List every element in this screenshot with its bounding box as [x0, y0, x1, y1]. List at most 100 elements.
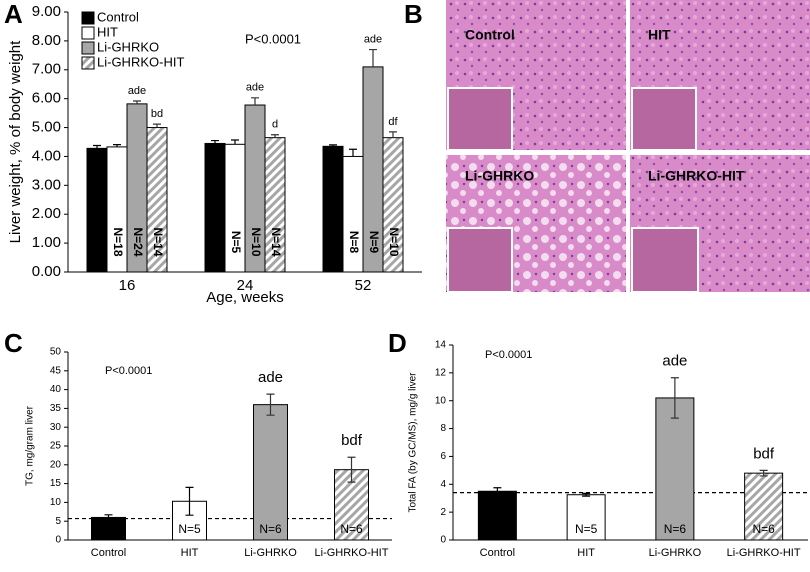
- error-bar: [211, 139, 219, 144]
- n-label: N=14: [269, 227, 283, 256]
- y-tick-label: 3.00: [32, 176, 61, 193]
- histology-label: Li-GHRKO: [465, 168, 534, 184]
- x-tick-label: Li-GHRKO: [244, 547, 297, 559]
- y-tick-label: 20: [50, 459, 62, 470]
- significance-label: d: [272, 119, 278, 131]
- n-label: N=10: [249, 227, 263, 256]
- annotation: P<0.0001: [105, 365, 152, 377]
- y-tick-label: 2.00: [32, 205, 61, 222]
- legend-swatch: [81, 41, 95, 55]
- x-tick-label: Control: [480, 547, 515, 559]
- y-tick-label: 10: [435, 395, 447, 406]
- y-tick-label: 5.00: [32, 119, 61, 136]
- n-label: N=24: [131, 227, 145, 256]
- error-bar: [759, 469, 768, 477]
- bar: [566, 494, 606, 541]
- n-label: N=6: [340, 522, 363, 536]
- error-bar: [389, 131, 397, 138]
- significance-label: df: [388, 116, 398, 128]
- y-tick-label: 10: [50, 497, 62, 508]
- y-tick-label: 5: [55, 516, 61, 527]
- inset: [447, 87, 513, 151]
- n-label: N=14: [151, 227, 165, 256]
- significance-label: ade: [128, 85, 146, 97]
- error-bar: [271, 134, 279, 138]
- bar: [342, 155, 364, 273]
- significance-label: bdf: [753, 445, 775, 462]
- error-bar: [369, 48, 377, 67]
- x-tick-label: 16: [119, 277, 136, 294]
- error-bar: [266, 393, 275, 416]
- legend-label: HIT: [97, 24, 118, 39]
- y-tick-label: 35: [50, 403, 62, 414]
- y-tick-label: 0: [55, 535, 61, 546]
- error-bar: [133, 100, 141, 104]
- n-label: N=7: [209, 231, 223, 254]
- legend-swatch: [81, 11, 95, 25]
- n-label: N=10: [387, 227, 401, 256]
- n-label: N=5: [486, 522, 509, 536]
- n-label: N=26: [91, 227, 105, 256]
- y-tick-label: 1.00: [32, 234, 61, 251]
- inset: [447, 227, 513, 293]
- bar: [655, 397, 695, 541]
- error-bar: [349, 148, 357, 157]
- histology-label: HIT: [648, 27, 671, 43]
- error-bar: [251, 97, 259, 106]
- n-label: N=5: [229, 231, 243, 254]
- panel-label: A: [4, 0, 23, 29]
- significance-label: ade: [258, 369, 283, 386]
- y-tick-label: 8: [440, 423, 446, 434]
- panel-label: C: [4, 328, 23, 358]
- x-axis-label: Age, weeks: [206, 289, 284, 306]
- bar: [253, 404, 288, 541]
- y-tick-label: 7.00: [32, 61, 61, 78]
- n-label: N=6: [752, 522, 775, 536]
- histology-label: Li-GHRKO-HIT: [648, 168, 745, 184]
- n-label: N=4: [97, 522, 120, 536]
- n-label: N=6: [664, 522, 687, 536]
- x-tick-label: HIT: [181, 547, 199, 559]
- inset: [631, 227, 699, 293]
- panel-label: D: [388, 328, 407, 358]
- significance-label: ade: [364, 33, 382, 45]
- significance-label: bd: [151, 108, 163, 120]
- y-tick-label: 40: [50, 384, 62, 395]
- error-bar: [153, 123, 161, 128]
- error-bar: [582, 492, 591, 497]
- error-bar: [113, 144, 121, 147]
- error-bar: [231, 139, 239, 145]
- y-tick-label: 0: [440, 535, 446, 546]
- error-bar: [329, 144, 337, 147]
- y-tick-label: 45: [50, 365, 62, 376]
- y-tick-label: 30: [50, 422, 62, 433]
- legend-label: Li-GHRKO: [97, 39, 159, 54]
- error-bar: [93, 144, 101, 149]
- significance-label: ade: [662, 353, 687, 370]
- histology-panel: Control HIT Li-GHRKO Li-GHRKO-HIT: [446, 0, 810, 293]
- n-label: N=9: [367, 231, 381, 254]
- x-tick-label: Li-GHRKO-HIT: [315, 547, 389, 559]
- error-bar: [347, 456, 356, 483]
- y-tick-label: 12: [435, 367, 447, 378]
- y-tick-label: 6.00: [32, 90, 61, 107]
- n-label: N=6: [259, 522, 282, 536]
- error-bar: [104, 514, 113, 521]
- x-tick-label: HIT: [577, 547, 595, 559]
- y-axis-label: TG, mg/gram liver: [25, 405, 36, 486]
- legend-label: Li-GHRKO-HIT: [97, 54, 184, 69]
- x-tick-label: Li-GHRKO-HIT: [727, 547, 801, 559]
- error-bar: [185, 486, 194, 516]
- y-tick-label: 15: [50, 478, 62, 489]
- y-axis-label: Liver weight, % of body weight: [7, 40, 24, 243]
- legend-label: Control: [97, 9, 139, 24]
- x-tick-label: Control: [91, 547, 126, 559]
- y-tick-label: 4: [440, 479, 446, 490]
- x-tick-label: 24: [237, 277, 254, 294]
- annotation: P<0.0001: [245, 31, 301, 46]
- bar: [477, 490, 517, 541]
- legend-swatch: [81, 56, 95, 70]
- x-tick-label: Li-GHRKO: [649, 547, 702, 559]
